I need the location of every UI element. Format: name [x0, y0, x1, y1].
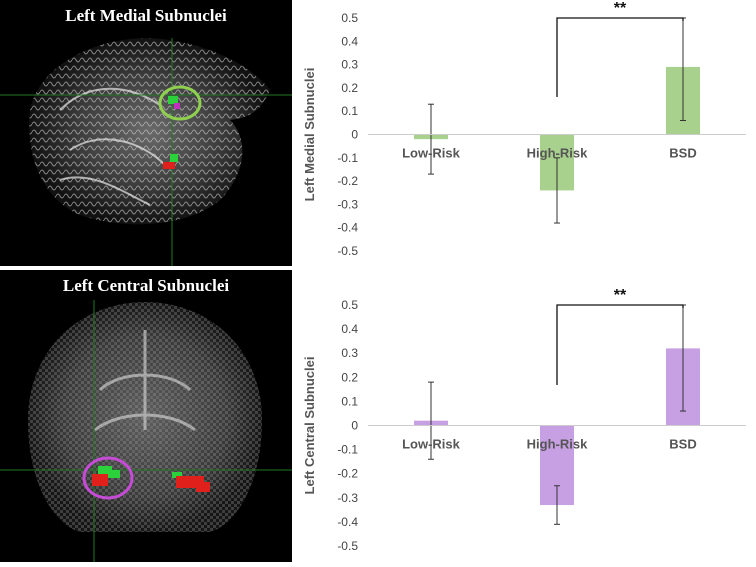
significance-bracket — [556, 304, 684, 385]
x-category-label: Low-Risk — [402, 146, 461, 161]
y-tick-label: -0.4 — [337, 221, 358, 235]
x-category-label: BSD — [669, 146, 696, 161]
y-tick-label: 0.2 — [341, 370, 358, 384]
y-tick-label: -0.5 — [337, 539, 358, 553]
y-tick-label: -0.3 — [337, 197, 358, 211]
x-category-label: High-Risk — [527, 146, 588, 161]
y-tick-label: 0.3 — [341, 58, 358, 72]
significance-label: ** — [614, 0, 627, 17]
y-tick-label: 0.5 — [341, 11, 358, 25]
brain-scan-coronal — [0, 300, 292, 562]
chart-svg-central: Left Central Subnuclei 0.5 0.4 0.3 0.2 0.1 0 -0… — [302, 287, 746, 553]
y-tick-label: 0.1 — [341, 104, 358, 118]
brain-image-central: Left Central Subnuclei — [0, 270, 292, 562]
y-axis-label: Left Central Subnuclei — [302, 357, 317, 495]
y-tick-label: 0.4 — [341, 322, 358, 336]
y-tick-label: -0.4 — [337, 515, 358, 529]
significance-label: ** — [614, 287, 627, 304]
significance-bracket — [556, 17, 684, 97]
bar-chart-medial: Left Medial Subnuclei 0.5 0.4 0.3 0.2 0.1 0 -0.… — [296, 0, 756, 276]
bar-chart-central: Left Central Subnuclei 0.5 0.4 0.3 0.2 0.1 0 -0… — [296, 280, 756, 562]
y-tick-label: 0.2 — [341, 81, 358, 95]
y-tick-label: 0.3 — [341, 346, 358, 360]
panel-title-medial: Left Medial Subnuclei — [65, 6, 227, 25]
highlight-circle-purple — [82, 456, 134, 500]
y-tick-label: -0.5 — [337, 244, 358, 258]
highlight-circle-green — [158, 85, 202, 121]
y-tick-label: -0.2 — [337, 467, 358, 481]
panel-title-central: Left Central Subnuclei — [62, 276, 230, 295]
x-category-label: BSD — [669, 437, 696, 452]
y-tick-label: 0 — [351, 419, 358, 433]
y-tick-label: -0.1 — [337, 443, 358, 457]
x-category-label: High-Risk — [527, 437, 588, 452]
y-tick-label: 0 — [351, 128, 358, 142]
brain-scan-axial — [0, 38, 292, 266]
x-category-label: Low-Risk — [402, 437, 461, 452]
chart-svg-medial: Left Medial Subnuclei 0.5 0.4 0.3 0.2 0.1 0 -0.… — [302, 0, 746, 258]
y-axis-label: Left Medial Subnuclei — [302, 68, 317, 202]
y-tick-label: -0.3 — [337, 491, 358, 505]
y-tick-label: -0.1 — [337, 151, 358, 165]
y-tick-label: 0.1 — [341, 394, 358, 408]
y-tick-label: 0.4 — [341, 34, 358, 48]
brain-image-medial: Left Medial Subnuclei — [0, 0, 292, 266]
y-tick-label: -0.2 — [337, 174, 358, 188]
y-tick-label: 0.5 — [341, 298, 358, 312]
